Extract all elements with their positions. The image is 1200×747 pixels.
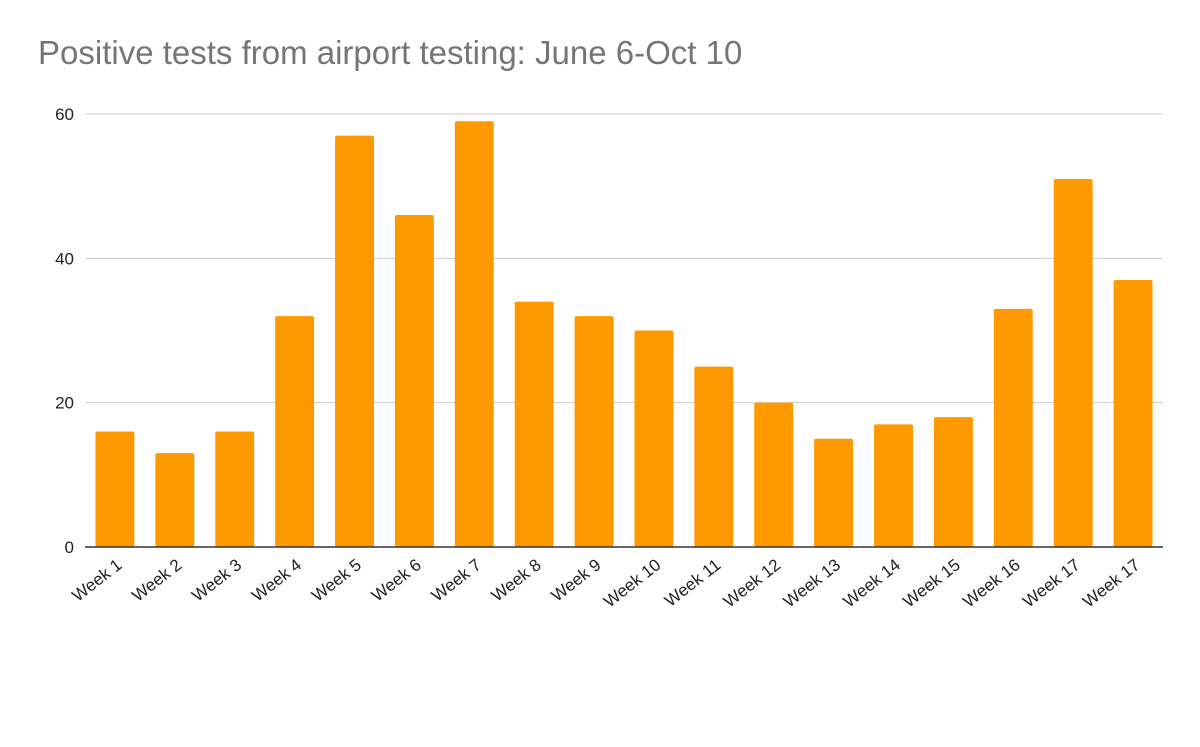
x-tick-label: Week 14 (840, 555, 904, 611)
x-tick-label: Week 9 (548, 555, 605, 605)
bar (95, 431, 135, 547)
x-tick-label: Week 7 (428, 555, 485, 605)
chart-title: Positive tests from airport testing: Jun… (38, 34, 743, 71)
axes: 0 20 40 60 (55, 105, 1163, 557)
x-tick-label: Week 8 (488, 555, 545, 605)
bar (574, 316, 614, 547)
category-labels: Week 1 Week 2 Week 3 Week 4 Week 5 Week 6 Week… (69, 555, 1144, 611)
bar (215, 431, 255, 547)
x-tick-label: Week 11 (661, 555, 724, 610)
bar (874, 424, 913, 547)
x-tick-label: Week 4 (248, 555, 305, 605)
bar (754, 402, 794, 547)
bar (1113, 279, 1153, 547)
bar (394, 215, 434, 548)
bar (634, 330, 674, 547)
x-tick-label: Week 3 (188, 555, 245, 605)
x-tick-label: Week 15 (900, 555, 964, 611)
y-tick-label: 20 (55, 394, 74, 413)
x-tick-label: Week 16 (959, 555, 1023, 611)
x-tick-label: Week 17 (1019, 555, 1083, 611)
bar (275, 316, 315, 547)
y-tick-label: 0 (65, 538, 74, 557)
x-tick-label: Week 13 (780, 555, 844, 611)
bar (155, 453, 195, 547)
bar (933, 417, 973, 547)
x-tick-label: Week 17 (1079, 555, 1143, 611)
x-tick-label: Week 2 (128, 555, 185, 605)
bar (814, 438, 854, 547)
bar (694, 366, 734, 547)
bar (1053, 178, 1093, 547)
x-tick-label: Week 1 (69, 555, 126, 605)
x-tick-label: Week 12 (720, 555, 784, 611)
x-tick-label: Week 10 (600, 555, 664, 611)
bar (454, 121, 494, 547)
gridlines (85, 113, 1163, 404)
bar (514, 301, 554, 547)
y-tick-label: 40 (55, 249, 74, 268)
x-tick-label: Week 6 (368, 555, 425, 605)
x-tick-label: Week 5 (308, 555, 365, 605)
bars (95, 121, 1153, 548)
y-tick-label: 60 (55, 105, 74, 124)
bar (993, 308, 1033, 547)
bar (335, 135, 374, 547)
